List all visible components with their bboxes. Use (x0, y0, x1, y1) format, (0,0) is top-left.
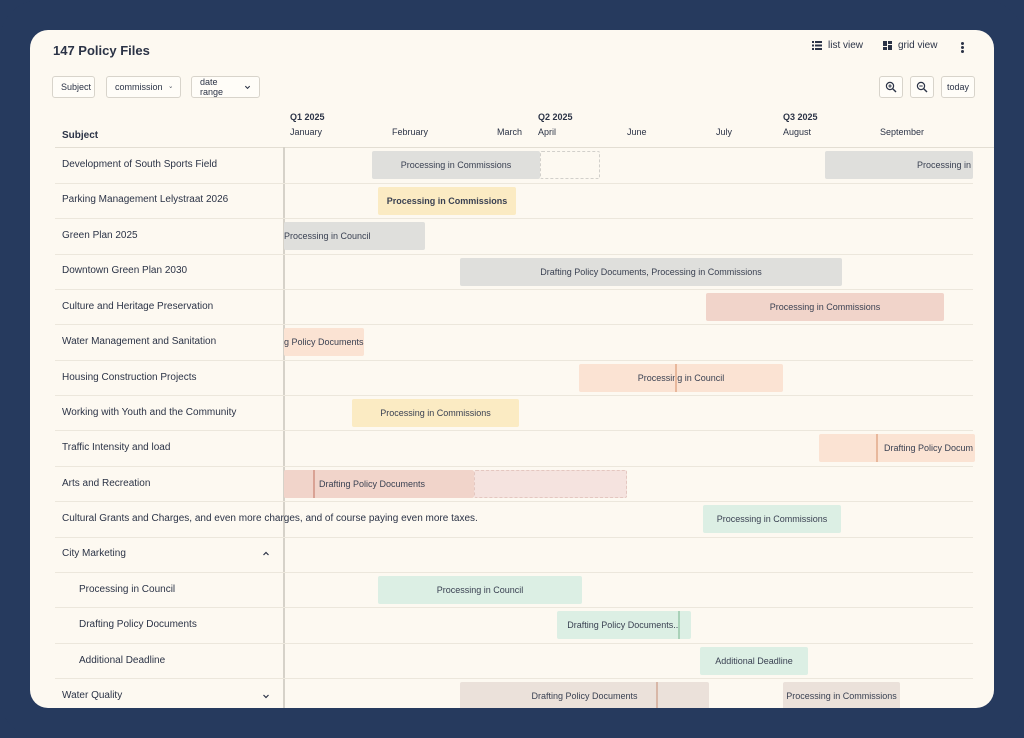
month-label: September (880, 127, 925, 137)
planned-range (474, 470, 627, 498)
date-range-filter-label: date range (200, 77, 224, 97)
row-label[interactable]: Additional Deadline (79, 655, 166, 666)
timeline-bar[interactable]: Drafting Policy Documents, Processing in… (460, 258, 842, 286)
row-label[interactable]: Downtown Green Plan 2030 (62, 265, 188, 276)
row-divider (55, 643, 973, 644)
month-label: February (392, 127, 429, 137)
timeline-bar[interactable]: Processing in Commissions (378, 187, 516, 215)
row-divider (55, 572, 973, 573)
progress-marker (313, 470, 315, 498)
progress-marker (876, 434, 878, 462)
row-divider (55, 678, 973, 679)
gantt-panel: 147 Policy Files list view grid view Sub… (30, 30, 994, 708)
zoom-in-icon (885, 81, 897, 93)
row-label[interactable]: Housing Construction Projects (62, 372, 197, 383)
group-label[interactable]: City Marketing (62, 548, 126, 559)
list-view-label: list view (828, 40, 864, 51)
grid-view-label: grid view (898, 40, 938, 51)
progress-marker (675, 364, 677, 392)
row-label[interactable]: Parking Management Lelystraat 2026 (62, 194, 229, 205)
timeline-bar[interactable]: Processing in Commissions (352, 399, 519, 427)
row-divider (55, 324, 973, 325)
row-divider (55, 183, 973, 184)
row-label[interactable]: Working with Youth and the Community (62, 407, 237, 418)
planned-range (540, 151, 600, 179)
date-range-filter[interactable]: date range (191, 76, 260, 98)
row-label[interactable]: Green Plan 2025 (62, 230, 138, 241)
month-label: July (716, 127, 733, 137)
timeline-bar[interactable]: Processing in (825, 151, 973, 179)
month-label: March (497, 127, 523, 137)
row-divider (55, 466, 973, 467)
row-label[interactable]: Culture and Heritage Preservation (62, 301, 214, 312)
row-label[interactable]: Cultural Grants and Charges, and even mo… (62, 513, 478, 524)
row-label[interactable]: Processing in Council (79, 584, 176, 595)
timeline-bar[interactable]: Processing in Commissions (372, 151, 540, 179)
timeline-bar[interactable]: Processing in Council (284, 222, 425, 250)
chevron-down-icon[interactable] (262, 692, 270, 700)
header-divider (55, 147, 994, 148)
timeline-bar[interactable]: Processing in Council (378, 576, 582, 604)
row-label[interactable]: Traffic Intensity and load (62, 442, 171, 453)
commission-filter[interactable]: commission (106, 76, 181, 98)
group-label[interactable]: Water Quality (62, 690, 123, 701)
timeline-bar[interactable]: Drafting Policy Docum (819, 434, 975, 462)
month-label: August (783, 127, 812, 137)
month-label: April (538, 127, 557, 137)
grid-view-button[interactable]: grid view (883, 40, 937, 51)
timeline-bar[interactable]: g Policy Documents (284, 328, 364, 356)
page-title: 147 Policy Files (53, 43, 150, 58)
list-view-button[interactable]: list view (812, 40, 863, 51)
timeline-bar[interactable]: Drafting Policy Documents (284, 470, 474, 498)
timeline-bar[interactable]: Processing in Commissions (703, 505, 841, 533)
row-divider (55, 360, 973, 361)
quarter-label: Q1 2025 (290, 112, 325, 122)
row-divider (55, 218, 973, 219)
timeline-bar[interactable]: Processing in Commissions (783, 682, 900, 708)
progress-marker (678, 611, 680, 639)
grid-icon (883, 41, 892, 50)
more-options-icon[interactable] (956, 41, 968, 55)
list-icon (812, 41, 822, 50)
month-label: June (627, 127, 647, 137)
subject-filter[interactable]: Subject (52, 76, 95, 98)
row-divider (55, 537, 973, 538)
chevron-up-icon[interactable] (262, 550, 270, 558)
row-divider (55, 395, 973, 396)
row-label[interactable]: Arts and Recreation (62, 478, 151, 489)
chevron-down-icon (244, 85, 251, 90)
row-divider (55, 254, 973, 255)
today-marker-line (283, 147, 285, 708)
row-label[interactable]: Drafting Policy Documents (79, 619, 197, 630)
zoom-out-button[interactable] (910, 76, 934, 98)
quarter-label: Q2 2025 (538, 112, 573, 122)
today-button-label: today (946, 82, 970, 92)
chevron-down-icon (168, 86, 172, 89)
row-divider (55, 289, 973, 290)
row-label[interactable]: Development of South Sports Field (62, 159, 218, 170)
timeline-bar[interactable]: Drafting Policy Documents (460, 682, 709, 708)
progress-marker (656, 682, 658, 708)
row-divider (55, 501, 973, 502)
timeline-bar[interactable]: Processing in Council (579, 364, 783, 392)
month-label: January (290, 127, 323, 137)
timeline-bar[interactable]: Drafting Policy Documents... (557, 611, 691, 639)
row-label[interactable]: Water Management and Sanitation (62, 336, 217, 347)
commission-filter-label: commission (115, 82, 163, 92)
row-divider (55, 430, 973, 431)
timeline-bar[interactable]: Additional Deadline (700, 647, 808, 675)
subject-column-header: Subject (62, 130, 99, 141)
timeline-bar[interactable]: Processing in Commissions (706, 293, 944, 321)
zoom-in-button[interactable] (879, 76, 903, 98)
zoom-out-icon (916, 81, 928, 93)
quarter-label: Q3 2025 (783, 112, 818, 122)
subject-filter-label: Subject (61, 82, 92, 92)
today-button[interactable]: today (941, 76, 975, 98)
row-divider (55, 607, 973, 608)
